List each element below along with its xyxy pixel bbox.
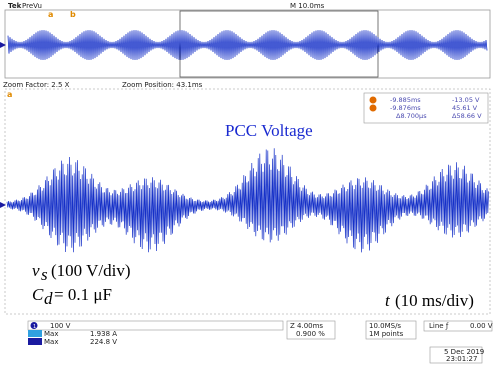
zoom-position: Zoom Position: 43.1ms (122, 81, 203, 89)
trigger: Line ƒ (429, 322, 449, 330)
cursor-a-time: -9.885ms (390, 96, 421, 104)
cursor-a-icon (370, 97, 377, 104)
mode: PreVu (22, 2, 42, 10)
max2-value: 224.8 V (90, 338, 117, 346)
time: 23:01:27 (446, 355, 477, 363)
marker-b: b (70, 10, 76, 19)
cursor-b-time: -9.876ms (390, 104, 421, 112)
marker-a: a (48, 10, 53, 19)
scope-screen: Tek PreVu M 10.0ms a b Zoom Factor: 2.5 … (0, 0, 495, 366)
cursor-b-volts: 45.61 V (452, 104, 478, 112)
max1-value: 1.938 A (90, 330, 117, 338)
vs-sub: s (41, 265, 48, 284)
zoom-pct: 0.900 % (296, 330, 325, 338)
points: 1M points (369, 330, 404, 338)
t-label: t (10 ms/div) (385, 291, 474, 310)
delta-time: Δ8.700μs (396, 112, 427, 120)
cd-symbol: C (32, 285, 44, 304)
max1-tag (28, 330, 42, 337)
max2-label: Max (44, 338, 58, 346)
timebase: M 10.0ms (290, 2, 325, 10)
marker-ab: a (7, 90, 12, 99)
ch1-scale: 100 V (50, 322, 71, 330)
zoom-factor: Zoom Factor: 2.5 X (3, 81, 70, 89)
cursor-b-icon (370, 105, 377, 112)
trigger-level: 0.00 V (470, 322, 493, 330)
cd-sub: d (44, 289, 53, 308)
zoom-time: Z 4.00ms (290, 322, 323, 330)
delta-volts: Δ58.66 V (452, 112, 482, 120)
plot-title: PCC Voltage (225, 121, 313, 140)
cursor-readout: -9.885ms -13.05 V -9.876ms 45.61 V Δ8.70… (364, 93, 488, 123)
cd-value: = 0.1 μF (54, 285, 112, 304)
brand: Tek (8, 2, 22, 10)
rate: 10.0MS/s (369, 322, 401, 330)
vs-symbol: v (32, 261, 40, 280)
t-scale: (10 ms/div) (395, 291, 474, 310)
max2-tag (28, 338, 42, 345)
ch1-num: 1 (33, 324, 36, 330)
cursor-a-volts: -13.05 V (452, 96, 480, 104)
vs-scale: (100 V/div) (51, 261, 131, 280)
max1-label: Max (44, 330, 58, 338)
